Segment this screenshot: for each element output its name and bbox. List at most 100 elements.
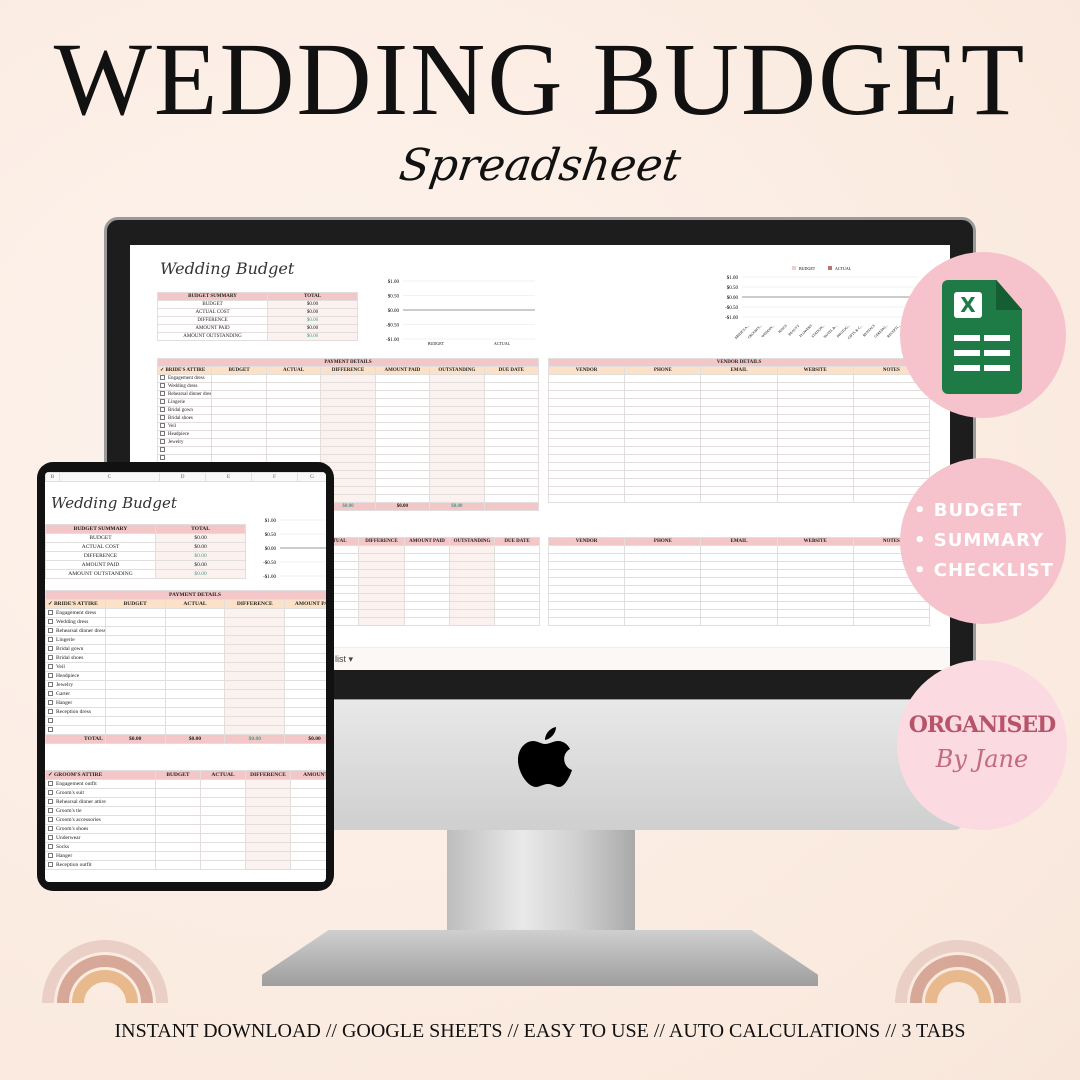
vendor-cell[interactable]: [624, 382, 702, 391]
empty-cell[interactable]: [404, 561, 450, 570]
empty-cell[interactable]: [245, 833, 291, 843]
vendor-cell[interactable]: [547, 553, 626, 562]
empty-cell[interactable]: [245, 797, 291, 807]
vendor-cell[interactable]: [700, 454, 778, 463]
empty-cell[interactable]: [104, 671, 166, 681]
checklist-item[interactable]: Groom's accessories: [45, 815, 156, 825]
empty-cell[interactable]: [483, 406, 540, 415]
empty-cell[interactable]: [404, 609, 450, 618]
empty-cell[interactable]: [265, 390, 322, 399]
vendor-cell[interactable]: [624, 593, 702, 602]
empty-cell[interactable]: [483, 486, 540, 495]
checklist-item[interactable]: Reception outfit: [45, 860, 156, 870]
vendor-cell[interactable]: [852, 422, 931, 431]
checklist-item[interactable]: [156, 446, 213, 455]
vendor-cell[interactable]: [547, 390, 626, 399]
vendor-cell[interactable]: [852, 462, 931, 471]
empty-cell[interactable]: [358, 561, 405, 570]
empty-cell[interactable]: [155, 797, 201, 807]
empty-cell[interactable]: [224, 680, 286, 690]
vendor-cell[interactable]: [852, 454, 931, 463]
empty-cell[interactable]: [494, 577, 540, 586]
empty-cell[interactable]: [211, 446, 267, 455]
empty-cell[interactable]: [155, 824, 201, 834]
vendor-cell[interactable]: [624, 446, 702, 455]
checklist-item[interactable]: Wedding dress: [45, 617, 106, 627]
checklist-item[interactable]: Jewelry: [156, 438, 213, 447]
empty-cell[interactable]: [483, 494, 540, 503]
empty-cell[interactable]: [404, 617, 450, 626]
empty-cell[interactable]: [483, 478, 540, 487]
checklist-item[interactable]: Reception dress: [45, 707, 106, 717]
empty-cell[interactable]: [429, 390, 485, 399]
empty-cell[interactable]: [224, 707, 286, 717]
empty-cell[interactable]: [104, 698, 166, 708]
empty-cell[interactable]: [284, 716, 326, 726]
empty-cell[interactable]: [404, 593, 450, 602]
empty-cell[interactable]: [290, 815, 326, 825]
vendor-cell[interactable]: [852, 446, 931, 455]
checklist-item[interactable]: Veil: [156, 422, 213, 431]
empty-cell[interactable]: [320, 430, 376, 439]
empty-cell[interactable]: [265, 398, 322, 407]
empty-cell[interactable]: [200, 788, 246, 798]
empty-cell[interactable]: [358, 609, 405, 618]
vendor-cell[interactable]: [547, 374, 626, 383]
empty-cell[interactable]: [429, 414, 485, 423]
checkbox[interactable]: [48, 835, 53, 841]
checkbox[interactable]: [160, 407, 165, 413]
empty-cell[interactable]: [483, 446, 540, 455]
empty-cell[interactable]: [211, 422, 267, 431]
vendor-cell[interactable]: [852, 470, 931, 479]
checklist-item[interactable]: [45, 725, 106, 735]
vendor-cell[interactable]: [700, 494, 778, 503]
empty-cell[interactable]: [494, 561, 540, 570]
empty-cell[interactable]: [449, 545, 495, 554]
checklist-item[interactable]: Lingerie: [156, 398, 213, 407]
vendor-cell[interactable]: [700, 585, 778, 594]
checklist-item[interactable]: Socks: [45, 842, 156, 852]
empty-cell[interactable]: [265, 446, 322, 455]
empty-cell[interactable]: [265, 374, 322, 383]
empty-cell[interactable]: [211, 430, 267, 439]
vendor-cell[interactable]: [547, 593, 626, 602]
empty-cell[interactable]: [284, 626, 326, 636]
empty-cell[interactable]: [429, 374, 485, 383]
empty-cell[interactable]: [164, 626, 226, 636]
vendor-cell[interactable]: [700, 390, 778, 399]
empty-cell[interactable]: [284, 671, 326, 681]
empty-cell[interactable]: [449, 593, 495, 602]
checkbox[interactable]: [48, 727, 53, 733]
checkbox[interactable]: [160, 439, 165, 445]
checkbox[interactable]: [48, 709, 53, 715]
empty-cell[interactable]: [104, 680, 166, 690]
vendor-cell[interactable]: [700, 593, 778, 602]
checklist-item[interactable]: Bridal gown: [156, 406, 213, 415]
empty-cell[interactable]: [429, 422, 485, 431]
vendor-cell[interactable]: [776, 494, 854, 503]
checkbox[interactable]: [48, 826, 53, 832]
empty-cell[interactable]: [429, 406, 485, 415]
empty-cell[interactable]: [320, 414, 376, 423]
vendor-cell[interactable]: [776, 438, 854, 447]
empty-cell[interactable]: [483, 454, 540, 463]
empty-cell[interactable]: [265, 382, 322, 391]
vendor-cell[interactable]: [624, 374, 702, 383]
empty-cell[interactable]: [104, 725, 166, 735]
vendor-cell[interactable]: [624, 577, 702, 586]
empty-cell[interactable]: [358, 585, 405, 594]
empty-cell[interactable]: [374, 462, 431, 471]
empty-cell[interactable]: [265, 414, 322, 423]
empty-cell[interactable]: [155, 851, 201, 861]
empty-cell[interactable]: [164, 725, 226, 735]
vendor-cell[interactable]: [547, 585, 626, 594]
empty-cell[interactable]: [245, 860, 291, 870]
empty-cell[interactable]: [404, 601, 450, 610]
empty-cell[interactable]: [429, 462, 485, 471]
empty-cell[interactable]: [245, 824, 291, 834]
empty-cell[interactable]: [224, 662, 286, 672]
vendor-cell[interactable]: [852, 390, 931, 399]
empty-cell[interactable]: [320, 390, 376, 399]
vendor-cell[interactable]: [624, 478, 702, 487]
vendor-cell[interactable]: [624, 390, 702, 399]
